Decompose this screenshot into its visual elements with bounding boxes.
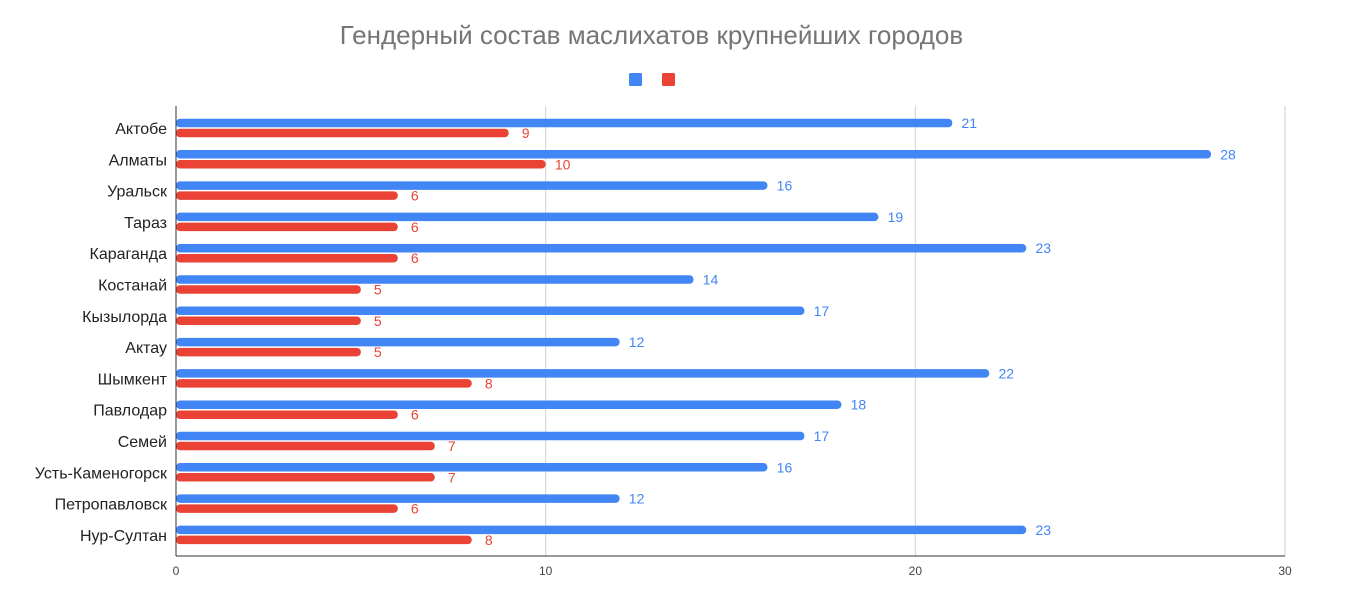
data-label: 10 <box>555 156 571 172</box>
category-label: Караганда <box>90 246 168 263</box>
data-label: 19 <box>888 209 904 225</box>
bar <box>176 400 842 409</box>
legend <box>629 73 675 86</box>
category-label: Алматы <box>109 152 167 169</box>
bar <box>176 337 620 347</box>
category-label: Семей <box>118 434 167 451</box>
bar <box>176 441 435 451</box>
bar <box>176 504 398 513</box>
data-label: 7 <box>448 469 456 485</box>
data-labels: 21 9 28 10 16 6 19 6 23 6 14 5 17 5 12 5 22 8 18 6 17 7 16 7 12 6… <box>374 115 1236 548</box>
x-tick-label: 20 <box>909 564 923 578</box>
category-labels: Актобе Алматы Уральск Тараз Караганда Костана… <box>35 121 168 545</box>
bar <box>176 222 398 232</box>
gridlines <box>545 106 1286 556</box>
data-label: 23 <box>1035 522 1051 538</box>
data-label: 18 <box>851 397 867 413</box>
data-label: 6 <box>411 501 419 517</box>
bar <box>176 535 472 545</box>
bar <box>176 369 990 378</box>
data-label: 16 <box>777 459 793 475</box>
x-tick-label: 10 <box>539 564 553 578</box>
data-label: 16 <box>777 178 793 194</box>
data-label: 28 <box>1220 146 1236 162</box>
category-label: Костанай <box>98 278 167 295</box>
data-label: 17 <box>814 303 830 319</box>
bar <box>176 191 398 200</box>
data-label: 14 <box>703 272 719 288</box>
bar <box>176 243 1027 253</box>
bar <box>176 275 694 284</box>
bar <box>176 316 361 326</box>
bar <box>176 128 509 138</box>
legend-swatch-1 <box>629 73 642 86</box>
data-label: 22 <box>998 365 1014 381</box>
category-label: Актобе <box>115 121 167 138</box>
bar <box>176 160 546 169</box>
bar <box>176 285 361 294</box>
data-label: 6 <box>411 407 419 423</box>
data-label: 9 <box>522 125 530 141</box>
category-label: Актау <box>125 340 167 357</box>
category-label: Петропавловск <box>55 497 168 514</box>
bar <box>176 410 398 419</box>
bar <box>176 347 361 357</box>
x-tick-labels: 0 10 20 30 <box>173 564 1292 578</box>
bar <box>176 473 435 482</box>
data-label: 17 <box>814 428 830 444</box>
data-label: 6 <box>411 219 419 235</box>
category-label: Кызылорда <box>82 309 167 326</box>
data-label: 6 <box>411 250 419 266</box>
bar <box>176 525 1027 535</box>
data-label: 21 <box>962 115 978 131</box>
bar <box>176 431 805 441</box>
data-label: 5 <box>374 313 382 329</box>
x-tick-label: 30 <box>1278 564 1292 578</box>
legend-swatch-2 <box>662 73 675 86</box>
data-label: 12 <box>629 491 645 507</box>
bar <box>176 463 768 472</box>
bars <box>176 118 1212 545</box>
category-label: Усть-Каменогорск <box>35 465 168 482</box>
data-label: 5 <box>374 282 382 298</box>
category-label: Павлодар <box>93 403 167 420</box>
category-label: Шымкент <box>98 371 168 388</box>
data-label: 23 <box>1035 240 1051 256</box>
data-label: 6 <box>411 188 419 204</box>
data-label: 8 <box>485 532 493 548</box>
bar <box>176 253 398 263</box>
bar <box>176 379 472 388</box>
axes <box>175 106 1285 557</box>
bar <box>176 181 768 190</box>
bar <box>176 306 805 316</box>
x-tick-label: 0 <box>173 564 180 578</box>
bar <box>176 494 620 503</box>
data-label: 12 <box>629 334 645 350</box>
bar <box>176 150 1212 159</box>
category-label: Нур-Султан <box>80 528 167 545</box>
category-label: Уральск <box>107 184 168 201</box>
bar <box>176 118 953 128</box>
data-label: 5 <box>374 344 382 360</box>
category-label: Тараз <box>124 215 167 232</box>
data-label: 8 <box>485 375 493 391</box>
bar <box>176 212 879 222</box>
data-label: 7 <box>448 438 456 454</box>
chart-title: Гендерный состав маслихатов крупнейших г… <box>339 20 964 50</box>
